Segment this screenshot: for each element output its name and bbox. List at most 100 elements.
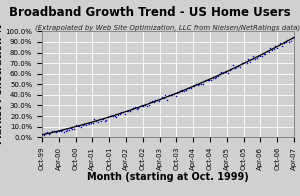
Point [58, 130, 63, 133]
Point [148, 101, 153, 104]
Point [222, 71, 227, 74]
Point [72, 127, 76, 130]
Point [197, 83, 202, 86]
Point [217, 73, 222, 76]
Point [128, 110, 132, 113]
Point [112, 114, 117, 117]
Point [121, 111, 126, 114]
Point [134, 107, 139, 111]
Point [280, 44, 285, 47]
Point [292, 35, 296, 39]
Point [185, 86, 190, 89]
Point [278, 42, 283, 45]
Point [244, 62, 249, 65]
Point [126, 110, 131, 113]
Point [99, 119, 103, 122]
Point [154, 99, 159, 102]
Point [172, 93, 176, 96]
Point [94, 119, 98, 122]
Point [111, 114, 116, 117]
Point [149, 99, 154, 102]
Point [170, 94, 175, 97]
Point [87, 122, 92, 125]
Point [167, 93, 171, 97]
Point [231, 64, 236, 67]
Point [178, 88, 183, 91]
Point [79, 125, 83, 129]
Point [156, 99, 161, 103]
Point [122, 113, 127, 116]
Point [265, 50, 269, 53]
Point [114, 115, 119, 118]
Point [161, 97, 166, 100]
Point [45, 130, 50, 133]
Point [192, 84, 197, 87]
Point [207, 78, 212, 81]
Point [270, 49, 274, 52]
Point [194, 82, 198, 85]
Point [143, 104, 148, 107]
Point [106, 115, 110, 119]
Point [195, 84, 200, 87]
Point [88, 121, 93, 124]
Point [238, 65, 242, 68]
Point [251, 54, 256, 57]
Point [80, 124, 85, 127]
Point [258, 54, 262, 57]
Point [253, 58, 257, 61]
Point [241, 61, 246, 64]
Point [283, 40, 288, 43]
Point [276, 44, 281, 47]
Point [97, 117, 102, 120]
Point [136, 106, 141, 109]
Point [65, 128, 70, 131]
Point [200, 83, 205, 86]
Point [175, 92, 180, 95]
Point [141, 105, 146, 108]
Point [153, 98, 158, 102]
Point [67, 128, 71, 131]
Point [266, 51, 271, 54]
Point [226, 72, 230, 75]
Point [70, 127, 75, 130]
Y-axis label: Market Penetration %: Market Penetration % [0, 24, 4, 144]
Point [90, 121, 95, 124]
Point [210, 77, 215, 80]
Point [158, 97, 163, 101]
Point [138, 105, 142, 108]
Point [41, 133, 46, 136]
Point [63, 130, 68, 133]
Point [140, 103, 144, 106]
Point [256, 54, 261, 58]
Point [129, 107, 134, 111]
Point [107, 114, 112, 117]
Point [116, 113, 121, 117]
Point [151, 100, 156, 103]
Point [77, 124, 82, 127]
Point [239, 62, 244, 65]
Point [271, 47, 276, 50]
Point [234, 65, 239, 68]
Point [212, 76, 217, 79]
Point [51, 130, 56, 133]
Point [209, 79, 214, 82]
Point [286, 40, 291, 43]
Point [84, 124, 88, 127]
Point [82, 122, 87, 126]
Point [268, 47, 273, 50]
Point [95, 120, 100, 123]
Point [263, 53, 268, 56]
Text: Broadband Growth Trend - US Home Users: Broadband Growth Trend - US Home Users [9, 6, 291, 19]
Point [202, 80, 207, 83]
Point [288, 39, 293, 43]
Point [215, 74, 220, 77]
Point [40, 133, 44, 136]
Point [56, 130, 61, 133]
Point [227, 69, 232, 72]
Point [243, 60, 248, 64]
Point [214, 76, 219, 79]
Point [131, 106, 136, 109]
Point [146, 104, 151, 107]
Point [46, 132, 51, 135]
Point [48, 132, 53, 135]
